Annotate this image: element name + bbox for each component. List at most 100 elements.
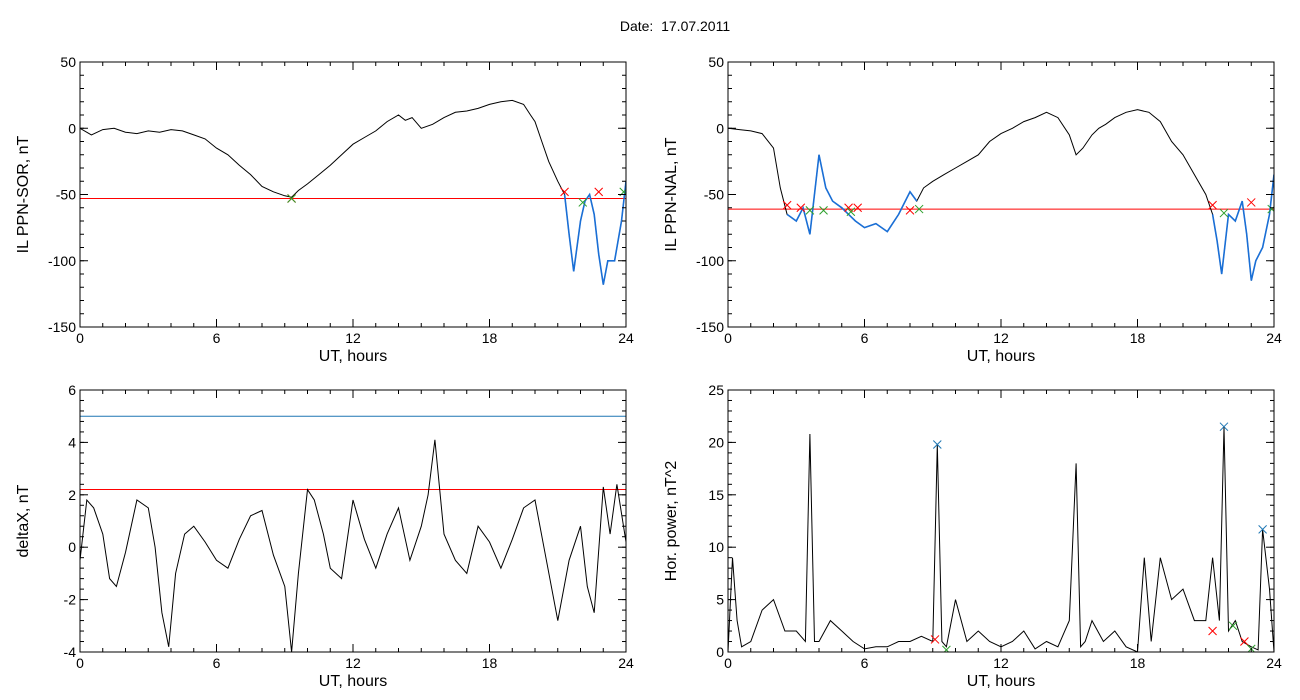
y-tick-label: -100 <box>48 253 76 269</box>
marker-x-0 <box>932 440 942 449</box>
marker-stroke <box>1208 626 1217 636</box>
marker-x-6 <box>1228 621 1238 631</box>
x-tick-label: 12 <box>345 330 361 346</box>
x-axis-label: UT, hours <box>967 673 1035 690</box>
marker-x-4 <box>844 203 853 213</box>
marker-stroke <box>905 206 915 215</box>
panel-hor-power: 0 6 12 18 24 25 20 15 10 5 0 UT, hours Hor. power, n… <box>663 382 1282 690</box>
y-tick-label: 15 <box>708 487 724 503</box>
marker-stroke <box>796 203 806 213</box>
series-line-0 <box>80 439 626 652</box>
marker-stroke <box>914 204 924 214</box>
x-tick-label: 12 <box>993 655 1009 671</box>
marker-x-1 <box>796 203 806 213</box>
x-axis-label: UT, hours <box>319 673 387 690</box>
marker-stroke <box>1246 198 1256 207</box>
marker-x-2 <box>560 187 569 197</box>
x-tick-label: 0 <box>724 655 732 671</box>
panel-il-nal: 0 6 12 18 24 50 0 -50 -100 -150 UT, hours IL PPN-NA… <box>663 54 1282 365</box>
marker-x-3 <box>819 206 828 215</box>
marker-x-12 <box>1267 204 1274 214</box>
marker-stroke <box>853 203 863 213</box>
marker-stroke <box>782 200 792 210</box>
marker-stroke <box>943 645 951 652</box>
plot-frame <box>727 61 1275 328</box>
y-axis-label: Hor. power, nT^2 <box>663 461 680 582</box>
y-tick-label: 4 <box>68 434 76 450</box>
y-tick-label: -4 <box>64 644 77 660</box>
y-tick-label: 20 <box>708 434 724 450</box>
marker-x-2 <box>1258 525 1267 534</box>
x-tick-label: 6 <box>861 330 869 346</box>
highlight-segment-1 <box>1211 174 1274 281</box>
x-tick-label: 24 <box>618 330 634 346</box>
marker-x-7 <box>905 206 915 215</box>
highlight-segment-0 <box>563 181 626 285</box>
marker-stroke <box>1219 422 1229 432</box>
x-tick-label: 24 <box>1266 655 1282 671</box>
marker-x-9 <box>1208 200 1217 210</box>
marker-stroke <box>594 187 604 197</box>
y-tick-label: 0 <box>68 120 76 136</box>
plot-frame <box>79 61 627 328</box>
y-tick-label: -2 <box>64 592 77 608</box>
marker-stroke <box>560 187 569 197</box>
plot-area <box>80 99 626 285</box>
marker-x-4 <box>594 187 604 197</box>
y-tick-label: -50 <box>56 187 76 203</box>
highlight-segment-0 <box>786 154 918 235</box>
y-tick-label: 50 <box>708 54 724 70</box>
marker-x-10 <box>1219 208 1229 218</box>
marker-stroke <box>1219 208 1229 218</box>
marker-x-3 <box>578 198 588 207</box>
marker-stroke <box>1228 621 1238 631</box>
y-axis-label: deltaX, nT <box>15 484 32 557</box>
marker-stroke <box>819 206 828 215</box>
panel-deltax: 0 6 12 18 24 6 4 2 0 -2 -4 UT, hours deltaX, nT <box>15 382 634 690</box>
marker-x-1 <box>287 194 296 203</box>
y-tick-label: -150 <box>696 319 724 335</box>
y-tick-label: 25 <box>708 382 724 398</box>
y-tick-label: -150 <box>48 319 76 335</box>
panel-il-sor: 0 6 12 18 24 50 0 -50 -100 -150 UT, hours IL PPN-SO… <box>15 54 634 365</box>
plot-area <box>728 390 1274 652</box>
series-line-0 <box>728 109 1274 281</box>
marker-x-5 <box>1208 626 1217 636</box>
x-tick-label: 18 <box>482 655 498 671</box>
marker-x-4 <box>942 645 951 652</box>
y-tick-label: -50 <box>704 187 724 203</box>
x-tick-label: 18 <box>1130 655 1146 671</box>
x-axis-label: UT, hours <box>967 348 1035 365</box>
marker-x-6 <box>853 203 863 213</box>
plot-frame <box>727 389 1275 653</box>
marker-x-8 <box>914 204 924 214</box>
x-tick-label: 24 <box>1266 330 1282 346</box>
marker-stroke <box>578 198 588 207</box>
marker-x-7 <box>1240 637 1249 646</box>
x-tick-label: 0 <box>724 330 732 346</box>
y-tick-label: 0 <box>68 539 76 555</box>
marker-stroke <box>930 635 940 644</box>
series-line-0 <box>80 99 626 285</box>
y-tick-label: 10 <box>708 539 724 555</box>
marker-stroke <box>805 206 815 215</box>
marker-stroke <box>1240 637 1249 646</box>
x-tick-label: 18 <box>482 330 498 346</box>
marker-stroke <box>1208 200 1217 210</box>
x-tick-label: 6 <box>213 330 221 346</box>
marker-x-11 <box>1246 198 1256 207</box>
x-tick-label: 6 <box>213 655 221 671</box>
plot-area <box>728 109 1274 281</box>
marker-stroke <box>287 194 296 203</box>
page-title: Date: 17.07.2011 <box>619 18 731 34</box>
x-tick-label: 0 <box>76 655 84 671</box>
plot-area <box>80 415 626 652</box>
x-tick-label: 24 <box>618 655 634 671</box>
y-tick-label: 0 <box>716 120 724 136</box>
y-tick-label: 2 <box>68 487 76 503</box>
marker-stroke <box>846 207 856 217</box>
y-tick-label: 6 <box>68 382 76 398</box>
marker-x-5 <box>846 207 856 217</box>
series-line-0 <box>728 426 1274 652</box>
